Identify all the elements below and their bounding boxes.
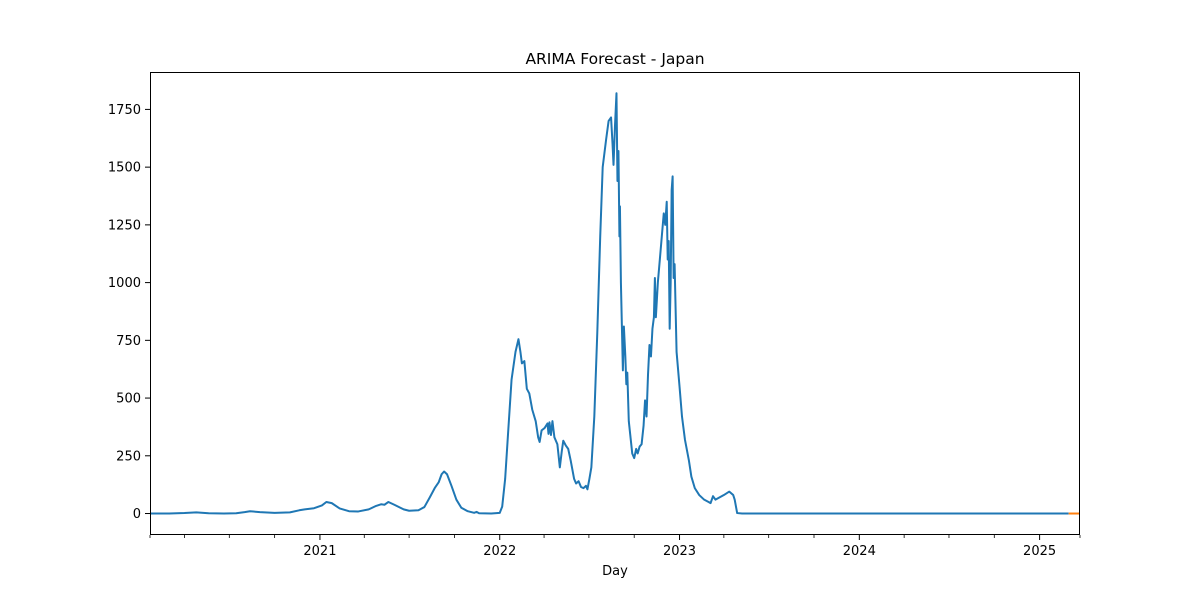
y-tick-label: 500	[116, 392, 141, 407]
y-tick-label: 1250	[108, 218, 141, 233]
y-tick-label: 1500	[108, 161, 141, 176]
y-axis: 0 250 500 750 1000 1250 1500 1750	[108, 103, 150, 522]
series-layer	[150, 92, 1080, 515]
x-tick-label: 2024	[843, 544, 876, 559]
y-tick-label: 1000	[108, 276, 141, 291]
x-tick-label: 2023	[663, 544, 696, 559]
y-tick-label: 750	[116, 334, 141, 349]
plot-area-frame	[150, 72, 1080, 535]
x-axis: 2021 2022 2023 2024 2025	[149, 535, 1081, 559]
y-tick-label: 250	[116, 449, 141, 464]
y-tick-label: 0	[133, 507, 141, 522]
series-line-1	[150, 92, 1069, 515]
x-tick-label: 2025	[1023, 544, 1056, 559]
x-tick-label: 2022	[483, 544, 516, 559]
x-axis-label: Day	[602, 564, 628, 579]
y-tick-label: 1750	[108, 103, 141, 118]
x-tick-label: 2021	[303, 544, 336, 559]
chart-title: ARIMA Forecast - Japan	[525, 50, 704, 68]
